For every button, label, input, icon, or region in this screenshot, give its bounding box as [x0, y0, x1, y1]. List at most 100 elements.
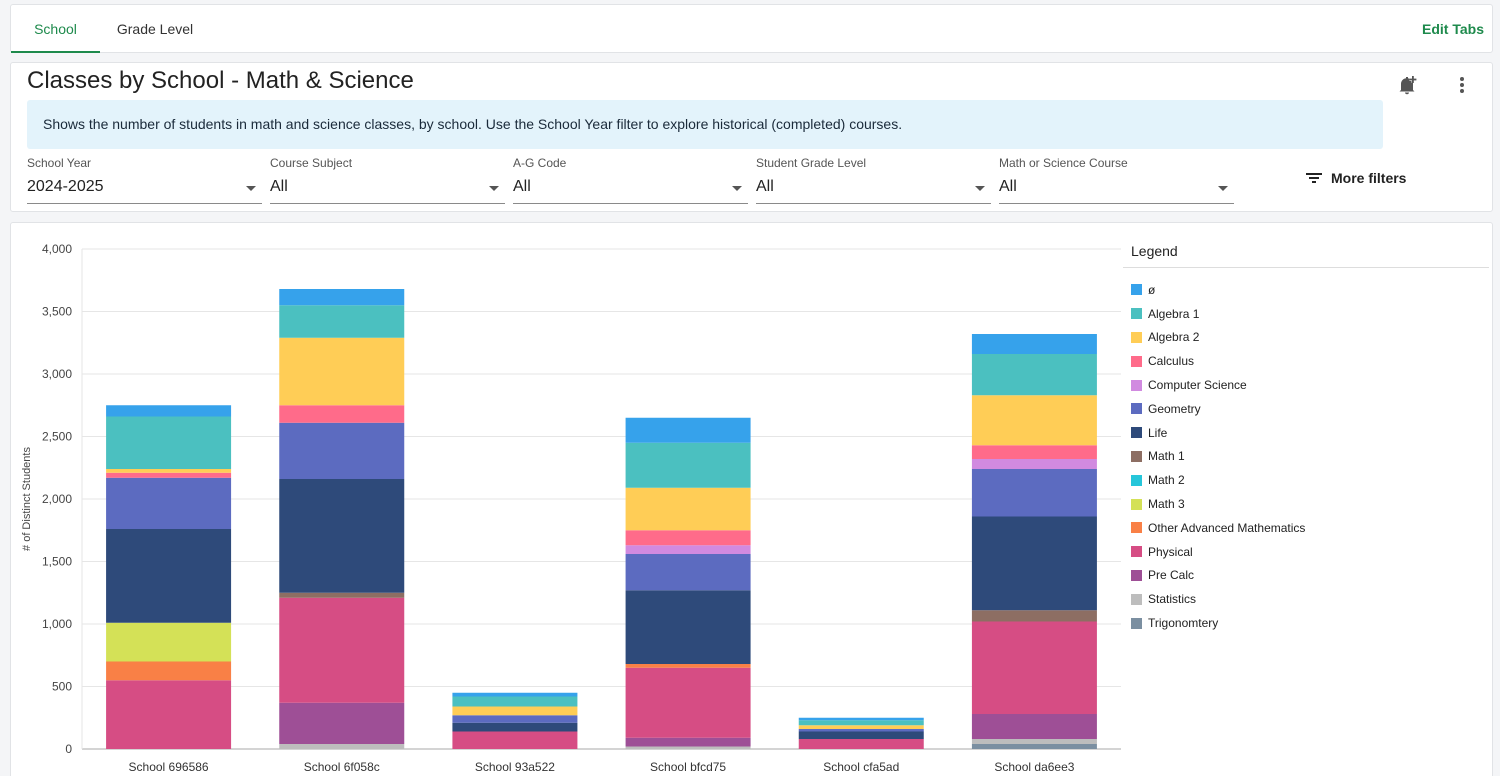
- filter-underline: [999, 203, 1234, 204]
- bar-segment: [106, 405, 232, 417]
- caret-down-icon: [489, 186, 499, 191]
- chart-legend: Legend ø Algebra 1 Algebra 2 Calculus Comput…: [1123, 233, 1489, 635]
- bar-segment: [971, 739, 1097, 744]
- legend-item[interactable]: ø: [1123, 278, 1489, 302]
- y-tick-label: 3,500: [42, 305, 72, 319]
- bar-segment: [452, 696, 578, 707]
- filter-label: Course Subject: [270, 156, 353, 170]
- x-tick-label: School 93a522: [475, 760, 555, 774]
- bar-segment: [971, 621, 1097, 714]
- bar-segment: [452, 715, 578, 723]
- legend-swatch: [1131, 427, 1142, 439]
- bar-segment: [452, 706, 578, 716]
- filter-underline: [270, 203, 505, 204]
- bar-segment: [625, 530, 751, 546]
- legend-swatch: [1131, 569, 1142, 581]
- more-filters-label: More filters: [1331, 170, 1407, 186]
- bar-segment: [106, 472, 232, 478]
- legend-item[interactable]: Algebra 1: [1123, 302, 1489, 326]
- filter-value: All: [999, 178, 1017, 195]
- bar-segment: [106, 416, 232, 469]
- legend-item[interactable]: Geometry: [1123, 397, 1489, 421]
- legend-item[interactable]: Math 3: [1123, 492, 1489, 516]
- bar-segment: [452, 722, 578, 732]
- tabs-bar: School Grade Level Edit Tabs: [10, 4, 1493, 53]
- bar-segment: [625, 487, 751, 531]
- filter-a-g-code[interactable]: A-G Code All: [513, 156, 748, 204]
- legend-swatch: [1131, 403, 1142, 415]
- filter-math-or-science-course[interactable]: Math or Science Course All: [999, 156, 1234, 204]
- bar-segment: [971, 714, 1097, 739]
- bar-segment: [106, 477, 232, 529]
- legend-swatch: [1131, 379, 1142, 391]
- tab-grade-level[interactable]: Grade Level: [116, 21, 194, 37]
- legend-item[interactable]: Algebra 2: [1123, 326, 1489, 350]
- legend-swatch: [1131, 355, 1142, 367]
- bar-segment: [971, 469, 1097, 517]
- header-card: Classes by School - Math & Science Shows…: [10, 62, 1493, 212]
- bar-segment: [625, 590, 751, 664]
- bar-segment: [279, 289, 405, 306]
- y-tick-label: 0: [65, 742, 72, 756]
- x-tick-label: School da6ee3: [994, 760, 1074, 774]
- bell-plus-icon[interactable]: [1395, 73, 1419, 97]
- kebab-menu-icon[interactable]: [1451, 73, 1473, 97]
- legend-label: Statistics: [1148, 592, 1197, 607]
- bar-segment: [279, 744, 405, 749]
- edit-tabs-button[interactable]: Edit Tabs: [1422, 21, 1484, 37]
- legend-label: Calculus: [1148, 354, 1195, 369]
- filter-underline: [513, 203, 748, 204]
- legend-item[interactable]: Math 1: [1123, 445, 1489, 469]
- filter-value: All: [270, 178, 288, 195]
- filter-student-grade-level[interactable]: Student Grade Level All: [756, 156, 991, 204]
- legend-swatch: [1131, 522, 1142, 534]
- filter-school-year[interactable]: School Year 2024-2025: [27, 156, 262, 204]
- bar-segment: [106, 529, 232, 623]
- legend-item[interactable]: Math 2: [1123, 468, 1489, 492]
- legend-swatch: [1131, 546, 1142, 558]
- legend-item[interactable]: Pre Calc: [1123, 564, 1489, 588]
- legend-item[interactable]: Computer Science: [1123, 373, 1489, 397]
- bar-segment: [971, 744, 1097, 749]
- bar-segment: [625, 737, 751, 747]
- filter-label: A-G Code: [513, 156, 567, 170]
- legend-item[interactable]: Physical: [1123, 540, 1489, 564]
- legend-label: Math 1: [1148, 449, 1185, 464]
- legend-swatch: [1131, 284, 1142, 296]
- legend-swatch: [1131, 593, 1142, 605]
- legend-item[interactable]: Other Advanced Mathematics: [1123, 516, 1489, 540]
- bar-segment: [279, 305, 405, 338]
- filter-underline: [756, 203, 991, 204]
- filter-label: Math or Science Course: [999, 156, 1128, 170]
- legend-item[interactable]: Calculus: [1123, 349, 1489, 373]
- bar-segment: [798, 731, 924, 739]
- filter-value: 2024-2025: [27, 178, 104, 195]
- bar-segment: [279, 702, 405, 744]
- bar-segment: [625, 664, 751, 668]
- y-tick-label: 3,000: [42, 367, 72, 381]
- bar-segment: [106, 661, 232, 681]
- tab-school[interactable]: School: [11, 5, 100, 53]
- filter-value: All: [756, 178, 774, 195]
- bar-segment: [971, 354, 1097, 396]
- bar-segment: [106, 469, 232, 473]
- bar-segment: [625, 667, 751, 738]
- caret-down-icon: [975, 186, 985, 191]
- caret-down-icon: [1218, 186, 1228, 191]
- legend-item[interactable]: Trigonomtery: [1123, 611, 1489, 635]
- filter-course-subject[interactable]: Course Subject All: [270, 156, 505, 204]
- caret-down-icon: [732, 186, 742, 191]
- legend-label: Trigonomtery: [1148, 616, 1219, 631]
- legend-label: ø: [1148, 282, 1156, 297]
- bar-segment: [625, 417, 751, 443]
- bar-segment: [971, 445, 1097, 459]
- filter-underline: [27, 203, 262, 204]
- bar-segment: [971, 610, 1097, 622]
- legend-label: Algebra 1: [1148, 306, 1200, 321]
- bar-segment: [279, 337, 405, 406]
- more-filters-button[interactable]: More filters: [1305, 170, 1406, 186]
- y-tick-label: 4,000: [42, 242, 72, 256]
- legend-item[interactable]: Statistics: [1123, 587, 1489, 611]
- bar-segment: [106, 622, 232, 662]
- legend-item[interactable]: Life: [1123, 421, 1489, 445]
